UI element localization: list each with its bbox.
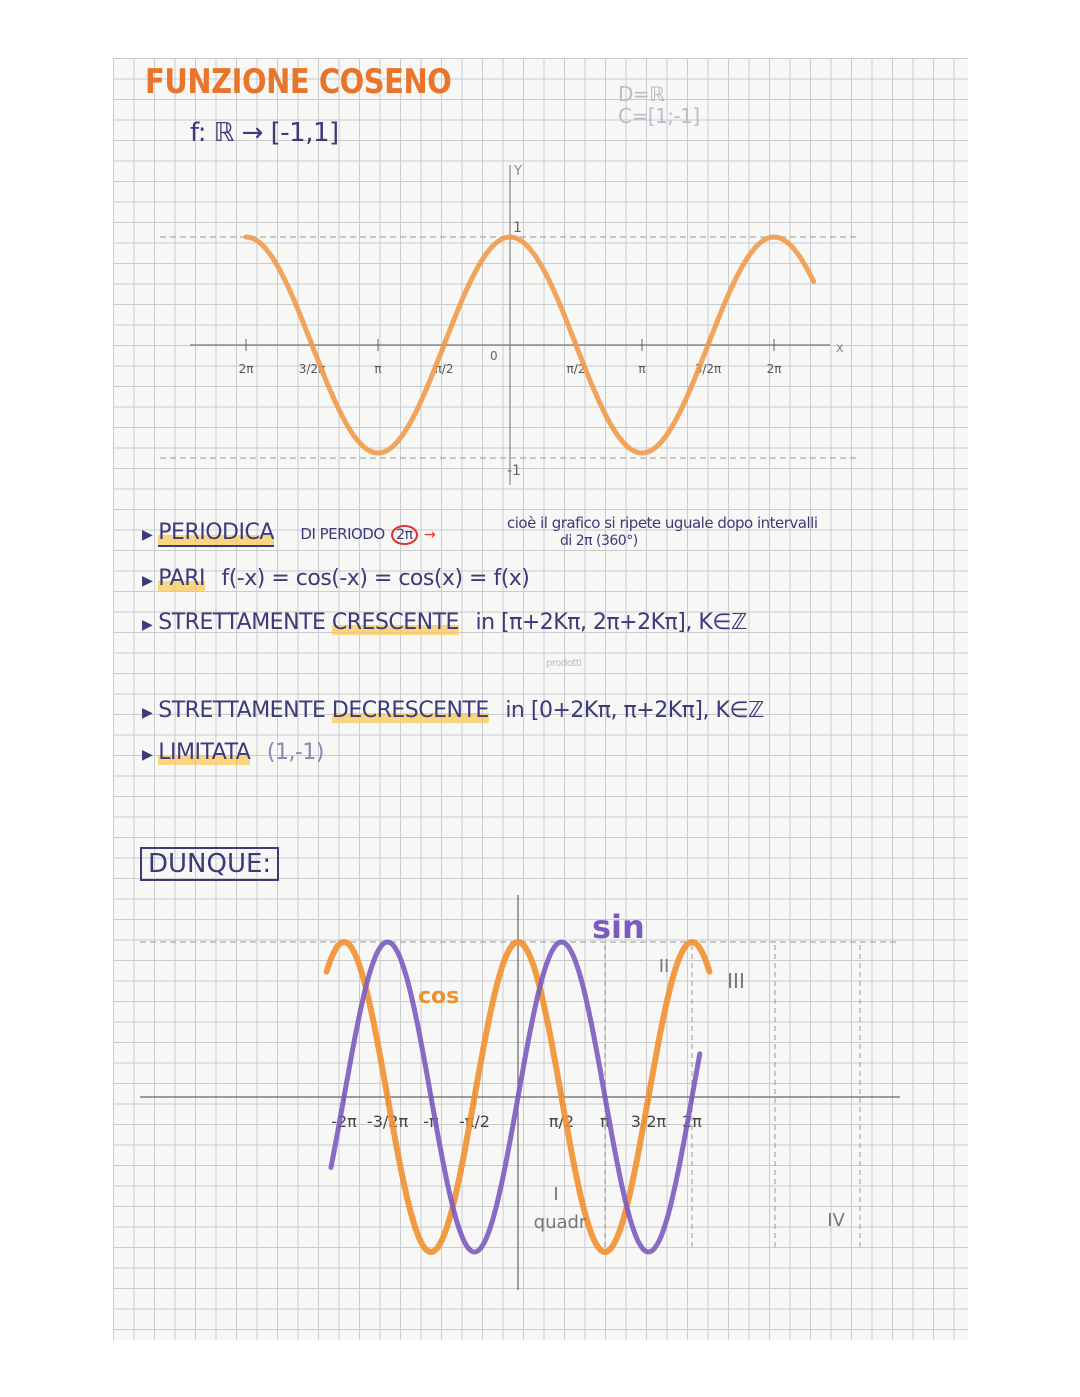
quadrant-2: II: [659, 956, 670, 977]
sin-label: sin: [592, 908, 645, 946]
y-max-label: 1: [513, 220, 522, 236]
property-label: STRETTAMENTE: [158, 698, 326, 723]
tick-label: π: [600, 1112, 610, 1131]
tick-label: π/2: [567, 362, 586, 376]
y-axis-label: Y: [513, 164, 522, 179]
bullet-icon: ▶: [142, 617, 153, 633]
bullet-icon: ▶: [142, 573, 153, 589]
cos-curve: [243, 234, 817, 456]
tick-label: 2π: [767, 362, 782, 376]
bullet-icon: ▶: [142, 705, 153, 721]
mapping: f: ℝ → [-1,1]: [190, 118, 339, 148]
sin-curve: [328, 939, 703, 1255]
quadrant-3: III: [727, 969, 745, 993]
period-note-2: di 2π (360°): [560, 533, 638, 549]
property-label: PERIODICA: [158, 520, 274, 547]
cos-curve: [323, 938, 713, 1256]
cos-label: cos: [418, 984, 459, 1009]
period-note: cioè il grafico si ripete uguale dopo in…: [507, 514, 818, 532]
x-axis-label: x: [836, 341, 844, 356]
property-label: PARI: [158, 566, 205, 591]
quadrant-1: I: [553, 1184, 558, 1205]
y-min-label: -1: [507, 463, 521, 479]
property-text: f(-x) = cos(-x) = cos(x) = f(x): [221, 566, 530, 591]
tick-label: -2π: [331, 1112, 357, 1131]
page-title: FUNZIONE COSENO: [145, 62, 452, 102]
property-decrescente: ▶ STRETTAMENTE DECRESCENTE in [0+2Kπ, π+2…: [142, 698, 764, 723]
property-pari: ▶ PARI f(-x) = cos(-x) = cos(x) = f(x): [142, 566, 530, 591]
faint-note: prodotti: [546, 658, 582, 669]
tick-label: π: [638, 362, 645, 376]
property-text: DI PERIODO: [300, 525, 385, 543]
dunque-box: DUNQUE:: [140, 847, 280, 881]
property-text: (1,-1): [266, 740, 325, 765]
tick-label: -3/2π: [367, 1112, 409, 1131]
tick-label: π: [374, 362, 381, 376]
notebook-page: [113, 58, 968, 1340]
property-label: STRETTAMENTE: [158, 610, 326, 635]
property-text: in [π+2Kπ, 2π+2Kπ], K∈ℤ: [475, 610, 747, 635]
quadrant-4: IV: [827, 1210, 845, 1231]
property-text: in [0+2Kπ, π+2Kπ], K∈ℤ: [505, 698, 764, 723]
circled-period: 2π: [391, 525, 418, 545]
tick-label: π/2: [549, 1112, 574, 1131]
bullet-icon: ▶: [142, 527, 153, 543]
tick-label: 3/2π: [631, 1112, 667, 1131]
tick-label: 2π: [239, 362, 254, 376]
tick-label: -π/2: [459, 1112, 490, 1131]
property-label: LIMITATA: [158, 740, 251, 765]
property-periodica: ▶ PERIODICA DI PERIODO 2π →: [142, 520, 436, 547]
arrow-icon: →: [424, 527, 436, 543]
property-label-highlight: DECRESCENTE: [331, 698, 489, 723]
faint-note-codomain: C=[1;-1]: [618, 104, 700, 128]
bullet-icon: ▶: [142, 747, 153, 763]
property-limitata: ▶ LIMITATA (1,-1): [142, 740, 324, 765]
faint-note-domain: D=ℝ: [618, 82, 665, 106]
property-label-highlight: CRESCENTE: [331, 610, 459, 635]
property-crescente: ▶ STRETTAMENTE CRESCENTE in [π+2Kπ, 2π+2K…: [142, 610, 747, 635]
tick-label: π/2: [435, 362, 454, 376]
origin-label: 0: [490, 349, 498, 363]
quadrant-word: quadr: [534, 1212, 587, 1233]
